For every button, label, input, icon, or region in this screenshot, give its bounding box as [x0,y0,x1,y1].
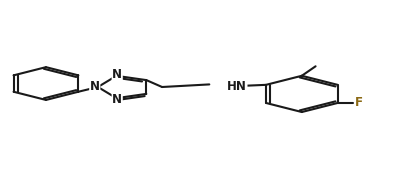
Text: N: N [112,93,122,105]
Text: N: N [90,81,100,93]
Text: HN: HN [227,80,247,93]
Text: F: F [355,96,363,109]
Text: N: N [112,69,122,81]
